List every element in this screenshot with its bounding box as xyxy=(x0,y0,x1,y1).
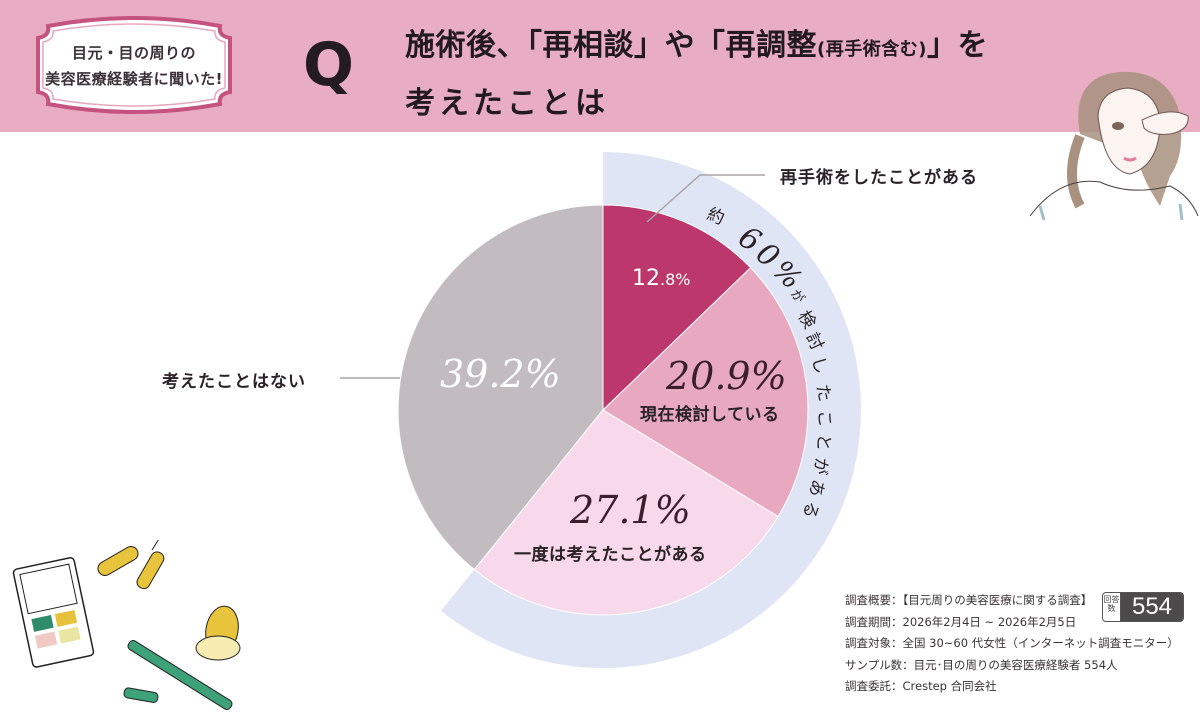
pct-int: 12 xyxy=(632,266,660,291)
band-char: と xyxy=(812,433,834,452)
pct-not-considered: 39.2% xyxy=(440,352,561,396)
survey-badge: 目元・目の周りの 美容医療経験者に聞いた! xyxy=(30,12,238,118)
page-title: 施術後、「再相談」や「再調整(再手術含む)」を 考えたことは xyxy=(405,24,988,126)
band-char: こ xyxy=(813,409,835,429)
pie-slice-reoperated xyxy=(602,204,752,412)
badge-line-2: 美容医療経験者に聞いた! xyxy=(45,70,223,88)
badge-line-1: 目元・目の周りの xyxy=(71,44,196,62)
label-not-considered: 考えたことはない xyxy=(162,372,306,392)
pct-considering-now: 20.9% xyxy=(666,354,787,398)
badge-frame-icon xyxy=(36,16,232,114)
pct-reoperated: 12.8% xyxy=(632,266,690,291)
title-text-1: 施術後、「再相談」や「再調整 xyxy=(405,28,817,63)
response-count-value: 554 xyxy=(1121,593,1183,621)
label-considering-now: 現在検討している xyxy=(640,405,780,425)
survey-overview: 調査概要：【目元周りの美容医療に関する調査】 xyxy=(845,593,1093,607)
pie-slice-not-considered xyxy=(397,204,604,571)
survey-commission: 調査委託：Crestep 合同会社 xyxy=(845,679,997,693)
badge-text: 目元・目の周りの 美容医療経験者に聞いた! xyxy=(30,40,238,92)
pie-slice-considering-now xyxy=(602,266,809,518)
survey-info: 調査概要：【目元周りの美容医療に関する調査】 調査期間：2026年2月4日 ~ … xyxy=(845,590,1179,698)
label-considered-once: 一度は考えたことがある xyxy=(514,545,707,565)
pie-slice-considered-once xyxy=(473,409,779,616)
survey-sample: サンプル数：目元･目の周りの美容医療経験者 554人 xyxy=(845,657,1118,672)
pct-dec: .8% xyxy=(660,270,691,289)
band-char: が xyxy=(808,456,832,476)
title-text-2: 」を xyxy=(926,28,988,63)
title-line-1: 施術後、「再相談」や「再調整(再手術含む)」を xyxy=(405,24,988,72)
label-reoperated: 再手術をしたことがある xyxy=(780,168,978,188)
cosmetics-illustration-icon xyxy=(12,540,241,711)
survey-target: 調査対象：全国 30~60 代女性（インターネット調査モニター） xyxy=(845,636,1179,650)
title-small-text: (再手術含む) xyxy=(817,39,927,60)
woman-illustration-icon xyxy=(1029,71,1199,220)
survey-period: 調査期間：2026年2月4日 ~ 2026年2月5日 xyxy=(845,614,1077,629)
pct-considered-once: 27.1% xyxy=(570,488,691,532)
response-count-badge: 回答数 554 xyxy=(1102,592,1184,622)
title-line-2: 考えたことは xyxy=(405,86,609,121)
response-count-caption: 回答数 xyxy=(1103,593,1121,621)
question-mark: Q xyxy=(303,30,355,100)
leader-line-reoperated xyxy=(646,174,765,223)
